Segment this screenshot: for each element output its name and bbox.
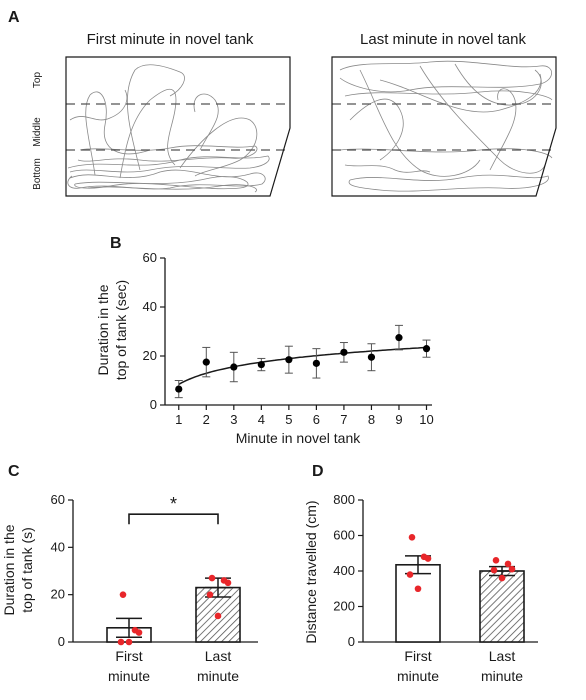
chart-b-point xyxy=(422,345,431,353)
chart-b-xtick-label: 5 xyxy=(285,412,292,427)
chart-c-data-point xyxy=(125,638,133,646)
chart-b-ylabel-line2: top of tank (sec) xyxy=(113,280,129,380)
chart-d-data-point xyxy=(498,574,506,582)
chart-c-category-label: First xyxy=(115,648,142,664)
chart-b-ytick-label: 0 xyxy=(150,397,157,412)
swim-trace-left xyxy=(67,64,270,193)
chart-b-ytick-label: 60 xyxy=(143,250,157,265)
chart-c-data-point xyxy=(135,629,143,636)
chart-b-xtick-label: 1 xyxy=(175,412,182,427)
chart-d-category-label: minute xyxy=(397,668,439,684)
chart-b-xtick-label: 2 xyxy=(203,412,210,427)
chart-b-xtick-label: 7 xyxy=(340,412,347,427)
chart-c-significance-star: * xyxy=(170,494,177,514)
chart-d-data-point xyxy=(490,566,498,574)
chart-c: 0 20 40 60 First minute Last minute * xyxy=(51,492,258,684)
chart-d-category-label: Last xyxy=(489,648,516,664)
panel-a-letter: A xyxy=(8,9,20,26)
chart-d-bar xyxy=(395,563,441,643)
chart-b-point xyxy=(312,359,320,367)
chart-c-ytick-label: 40 xyxy=(51,539,65,554)
tank-right xyxy=(331,56,557,197)
panel-b-letter: B xyxy=(110,235,122,252)
panel-b: B Duration in the top of tank (sec) Minu… xyxy=(95,235,434,446)
chart-b-xtick-label: 9 xyxy=(395,412,402,427)
chart-b-point xyxy=(395,334,403,342)
chart-d-data-point xyxy=(508,565,516,573)
chart-c-ytick-label: 0 xyxy=(58,634,65,649)
chart-b-xtick-label: 10 xyxy=(419,412,433,427)
chart-b-ylabel-line1: Duration in the xyxy=(95,284,111,375)
chart-d-bar xyxy=(479,570,525,643)
chart-d-data-point xyxy=(504,560,512,568)
zone-label-bottom: Bottom xyxy=(32,158,43,190)
chart-d-ytick-label: 400 xyxy=(333,563,355,578)
chart-b-point xyxy=(257,360,265,369)
chart-c-category-label: Last xyxy=(205,648,232,664)
zone-label-top: Top xyxy=(32,72,43,89)
chart-d-ytick-label: 0 xyxy=(348,634,355,649)
chart-c-data-point xyxy=(224,579,232,587)
tank-left xyxy=(65,56,291,197)
chart-b-point xyxy=(340,348,348,356)
chart-d-data-point xyxy=(492,557,500,564)
chart-c-data-point xyxy=(214,612,222,620)
chart-c-ylabel-line2: top of tank (s) xyxy=(19,527,35,613)
chart-b-point xyxy=(202,358,210,366)
chart-c-data-point xyxy=(208,574,216,582)
chart-d-category-label: minute xyxy=(481,668,523,684)
chart-b-point xyxy=(175,385,183,393)
chart-b-xtick-label: 6 xyxy=(313,412,320,427)
panel-c-letter: C xyxy=(8,463,20,480)
chart-b-xtick-label: 3 xyxy=(230,412,237,427)
chart-c-category-label: minute xyxy=(108,668,150,684)
chart-c-category-label: minute xyxy=(197,668,239,684)
chart-c-data-point xyxy=(206,591,214,598)
zone-label-middle: Middle xyxy=(32,117,43,147)
panel-d: D Distance travelled (cm) 0 200 400 600 800 F… xyxy=(303,463,538,684)
chart-d-ytick-label: 600 xyxy=(333,528,355,543)
swim-trace-right xyxy=(339,60,553,192)
panel-c: C Duration in the top of tank (s) 0 20 40 6… xyxy=(1,463,258,684)
chart-d: 0 200 400 600 800 First minute Last minute xyxy=(333,492,538,684)
tank-right-outline xyxy=(331,56,557,197)
chart-d-ytick-label: 800 xyxy=(333,492,355,507)
chart-b-ytick-label: 40 xyxy=(143,299,157,314)
panel-a: A First minute in novel tank Last minute… xyxy=(8,9,557,197)
tank-left-title: First minute in novel tank xyxy=(87,31,254,48)
chart-b-ytick-label: 20 xyxy=(143,348,157,363)
panel-d-letter: D xyxy=(312,463,324,480)
chart-b-point xyxy=(285,356,293,364)
chart-b-point xyxy=(367,353,376,361)
chart-b: 0 20 40 60 1 2 3 4 5 6 7 8 9 10 xyxy=(143,250,434,427)
chart-b-xtick-label: 8 xyxy=(368,412,375,427)
chart-d-data-point xyxy=(424,555,432,562)
chart-d-data-point xyxy=(408,533,416,541)
chart-b-point xyxy=(230,363,238,371)
tank-right-title: Last minute in novel tank xyxy=(360,31,526,48)
chart-c-significance-bracket xyxy=(128,513,219,525)
chart-c-data-point xyxy=(119,591,127,598)
chart-b-fit-curve xyxy=(178,346,427,386)
chart-c-data-point xyxy=(117,638,125,646)
chart-d-ylabel: Distance travelled (cm) xyxy=(303,500,319,643)
chart-d-category-label: First xyxy=(404,648,431,664)
chart-d-data-point xyxy=(406,571,414,578)
chart-c-ytick-label: 60 xyxy=(51,492,65,507)
chart-d-data-point xyxy=(414,585,422,593)
chart-c-ytick-label: 20 xyxy=(51,587,65,602)
tank-left-outline xyxy=(65,56,291,197)
chart-d-ytick-label: 200 xyxy=(333,599,355,614)
chart-b-xtick-label: 4 xyxy=(258,412,265,427)
chart-b-xlabel: Minute in novel tank xyxy=(236,430,362,446)
chart-c-ylabel-line1: Duration in the xyxy=(1,524,17,615)
